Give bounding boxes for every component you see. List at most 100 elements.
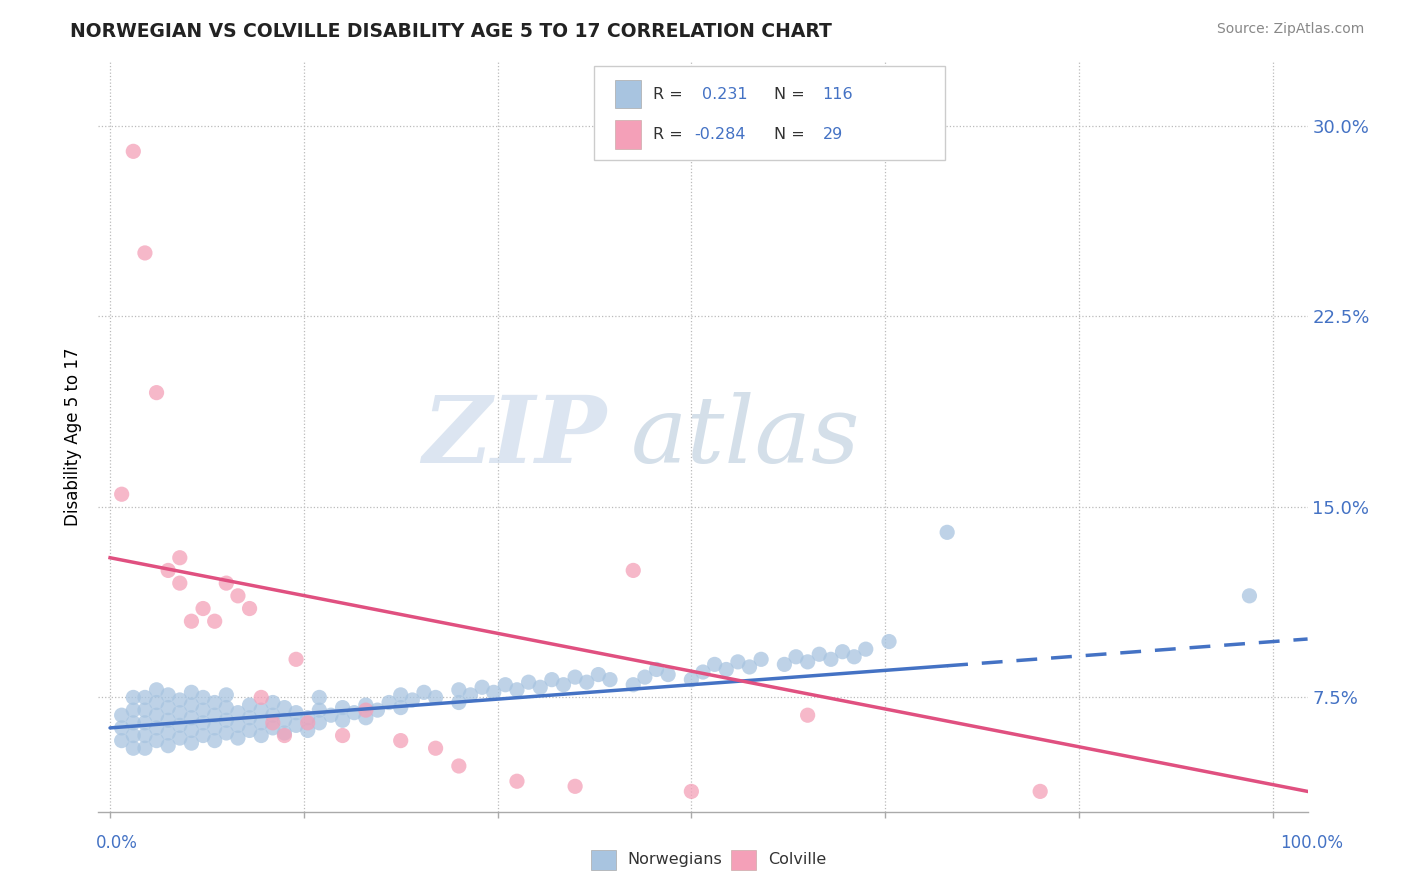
- Point: [343, 706, 366, 720]
- Point: [494, 678, 516, 692]
- Point: [273, 726, 295, 740]
- Point: [285, 718, 308, 732]
- Point: [239, 601, 262, 615]
- Point: [204, 708, 226, 723]
- Point: [808, 647, 831, 661]
- Point: [634, 670, 657, 684]
- Text: N =: N =: [775, 127, 810, 142]
- Point: [1239, 589, 1261, 603]
- Point: [204, 733, 226, 747]
- Point: [262, 708, 284, 723]
- Point: [749, 652, 772, 666]
- Point: [226, 731, 249, 745]
- Point: [332, 700, 354, 714]
- Point: [588, 667, 610, 681]
- Point: [180, 736, 202, 750]
- Point: [308, 703, 330, 717]
- Point: [297, 715, 319, 730]
- Point: [482, 685, 505, 699]
- Point: [239, 711, 262, 725]
- Point: [169, 576, 191, 591]
- Point: [877, 634, 900, 648]
- Point: [134, 729, 156, 743]
- Text: 0.0%: 0.0%: [96, 834, 138, 852]
- Point: [180, 614, 202, 628]
- Point: [727, 655, 749, 669]
- Point: [191, 690, 214, 705]
- Point: [239, 723, 262, 738]
- Point: [226, 589, 249, 603]
- Point: [645, 663, 668, 677]
- Point: [529, 680, 551, 694]
- Text: N =: N =: [775, 87, 810, 102]
- Point: [564, 780, 586, 794]
- Text: R =: R =: [654, 87, 689, 102]
- Point: [250, 715, 273, 730]
- Text: atlas: atlas: [630, 392, 860, 482]
- Point: [134, 741, 156, 756]
- Point: [215, 713, 238, 727]
- Point: [169, 718, 191, 732]
- Point: [621, 678, 644, 692]
- Point: [447, 759, 470, 773]
- Point: [204, 721, 226, 735]
- Point: [157, 739, 180, 753]
- Point: [111, 708, 134, 723]
- Point: [354, 711, 377, 725]
- Point: [204, 614, 226, 628]
- Point: [389, 733, 412, 747]
- Point: [145, 385, 167, 400]
- Point: [134, 690, 156, 705]
- Point: [169, 706, 191, 720]
- Point: [111, 733, 134, 747]
- Point: [122, 741, 145, 756]
- Point: [226, 706, 249, 720]
- Point: [262, 696, 284, 710]
- Point: [285, 652, 308, 666]
- Point: [460, 688, 482, 702]
- Point: [157, 563, 180, 577]
- Point: [273, 700, 295, 714]
- Point: [831, 645, 853, 659]
- Text: NORWEGIAN VS COLVILLE DISABILITY AGE 5 TO 17 CORRELATION CHART: NORWEGIAN VS COLVILLE DISABILITY AGE 5 T…: [70, 22, 832, 41]
- Point: [145, 733, 167, 747]
- Point: [540, 673, 562, 687]
- Point: [250, 703, 273, 717]
- Point: [308, 715, 330, 730]
- Point: [169, 693, 191, 707]
- Point: [401, 693, 423, 707]
- Point: [215, 576, 238, 591]
- Point: [122, 729, 145, 743]
- Point: [575, 675, 598, 690]
- Point: [285, 706, 308, 720]
- Point: [692, 665, 714, 679]
- Point: [250, 690, 273, 705]
- Point: [366, 703, 388, 717]
- Point: [145, 682, 167, 697]
- FancyBboxPatch shape: [595, 66, 945, 160]
- Point: [180, 711, 202, 725]
- Point: [319, 708, 342, 723]
- Point: [681, 673, 703, 687]
- Point: [134, 715, 156, 730]
- Point: [239, 698, 262, 712]
- Point: [297, 723, 319, 738]
- Point: [703, 657, 725, 672]
- Point: [145, 708, 167, 723]
- Point: [447, 696, 470, 710]
- Point: [134, 703, 156, 717]
- FancyBboxPatch shape: [614, 120, 641, 149]
- Point: [657, 667, 679, 681]
- Point: [273, 729, 295, 743]
- Point: [716, 663, 738, 677]
- Point: [308, 690, 330, 705]
- Point: [273, 713, 295, 727]
- Point: [180, 685, 202, 699]
- Point: [332, 729, 354, 743]
- Point: [785, 649, 807, 664]
- Point: [621, 563, 644, 577]
- Point: [226, 718, 249, 732]
- Point: [820, 652, 842, 666]
- Point: [111, 487, 134, 501]
- Point: [354, 698, 377, 712]
